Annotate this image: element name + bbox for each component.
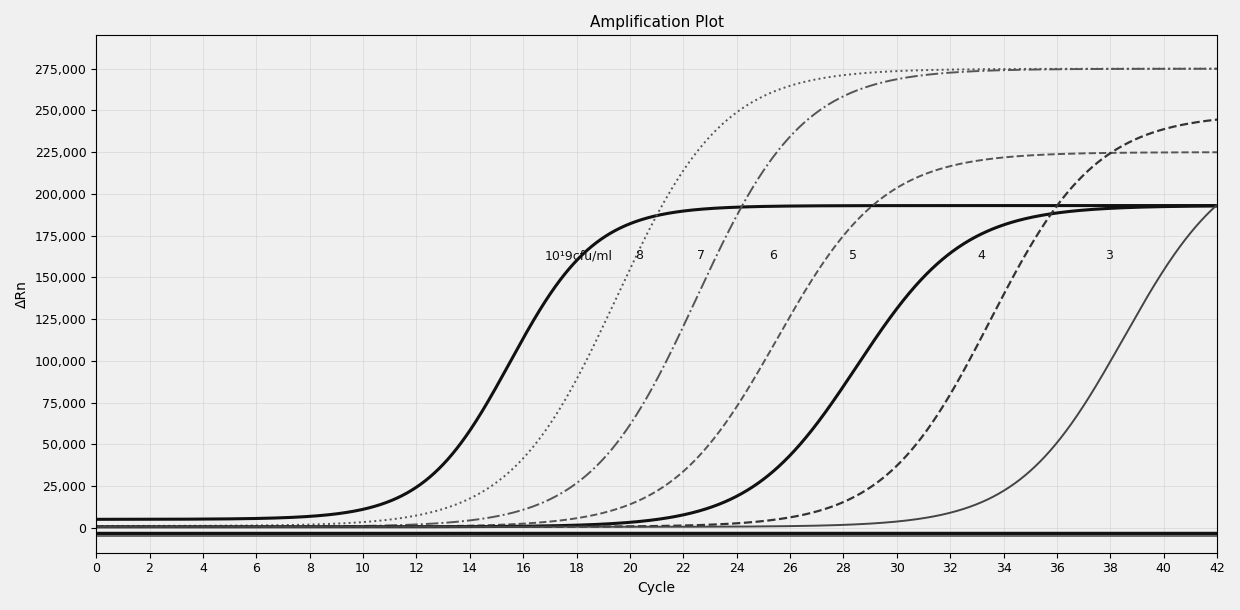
Text: 3: 3 — [1105, 249, 1114, 262]
Text: 7: 7 — [697, 249, 704, 262]
Text: 5: 5 — [849, 249, 857, 262]
Text: 4: 4 — [977, 249, 985, 262]
Text: 8: 8 — [635, 249, 644, 262]
Y-axis label: ΔRn: ΔRn — [15, 280, 29, 308]
X-axis label: Cycle: Cycle — [637, 581, 676, 595]
Text: 10¹9cfu/ml: 10¹9cfu/ml — [544, 249, 613, 262]
Title: Amplification Plot: Amplification Plot — [590, 15, 724, 30]
Text: 6: 6 — [769, 249, 776, 262]
